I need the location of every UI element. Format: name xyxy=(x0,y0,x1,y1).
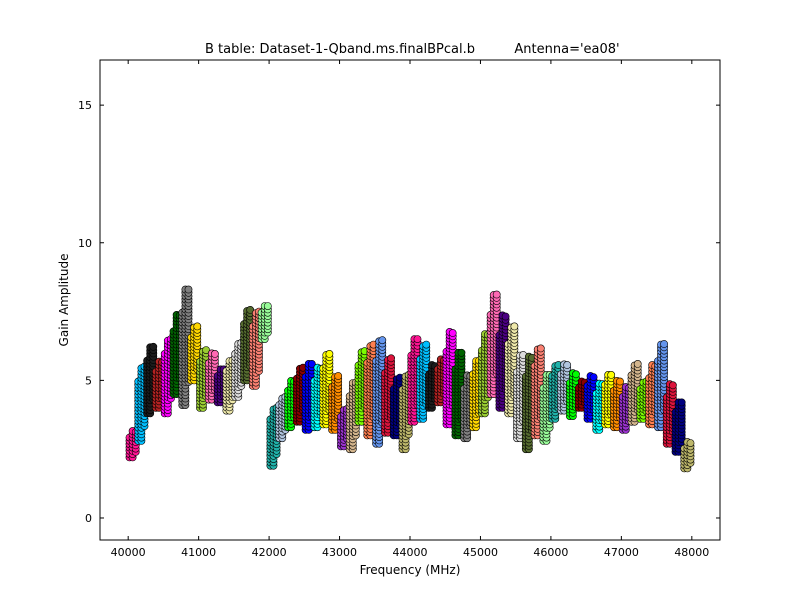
data-point xyxy=(686,439,695,447)
data-point xyxy=(202,346,210,354)
data-point xyxy=(633,359,642,368)
data-point xyxy=(589,373,598,381)
data-point xyxy=(492,290,501,299)
data-point xyxy=(563,361,572,369)
data-point xyxy=(184,285,193,294)
x-tick-label: 48000 xyxy=(674,546,709,559)
data-point xyxy=(457,348,466,357)
data-point xyxy=(660,340,668,348)
data-point xyxy=(677,398,686,407)
data-point xyxy=(334,372,343,380)
data-point xyxy=(448,329,457,337)
data-point xyxy=(413,335,422,343)
data-point xyxy=(210,349,219,358)
x-tick-label: 46000 xyxy=(533,546,568,559)
y-tick-label: 10 xyxy=(78,237,92,250)
y-axis-label: Gain Amplitude xyxy=(57,254,71,347)
x-tick-label: 45000 xyxy=(463,546,498,559)
data-point xyxy=(669,381,677,390)
data-point xyxy=(387,354,395,363)
x-tick-label: 40000 xyxy=(111,546,146,559)
data-point xyxy=(263,302,272,310)
y-tick-label: 5 xyxy=(85,374,92,387)
data-point xyxy=(246,305,255,314)
data-point xyxy=(149,342,158,351)
data-point xyxy=(572,370,580,379)
data-point xyxy=(422,340,431,349)
data-point xyxy=(616,377,624,386)
x-tick-label: 43000 xyxy=(322,546,357,559)
data-point xyxy=(193,322,202,331)
x-axis-label: Frequency (MHz) xyxy=(360,563,461,577)
data-point xyxy=(325,349,334,358)
chart-title: B table: Dataset-1-Qband.ms.finalBPcal.b xyxy=(205,42,475,57)
chart-subtitle: Antenna='ea08' xyxy=(514,42,619,57)
y-tick-label: 15 xyxy=(78,99,92,112)
data-point xyxy=(307,359,316,368)
x-tick-label: 42000 xyxy=(252,546,287,559)
data-points xyxy=(125,285,695,473)
data-point xyxy=(501,312,510,321)
data-point xyxy=(607,370,616,379)
data-point xyxy=(378,336,387,345)
x-tick-label: 44000 xyxy=(393,546,428,559)
y-tick-label: 0 xyxy=(85,512,92,525)
data-point xyxy=(536,344,545,353)
x-tick-label: 47000 xyxy=(604,546,639,559)
x-tick-label: 41000 xyxy=(181,546,216,559)
data-point xyxy=(510,322,519,331)
